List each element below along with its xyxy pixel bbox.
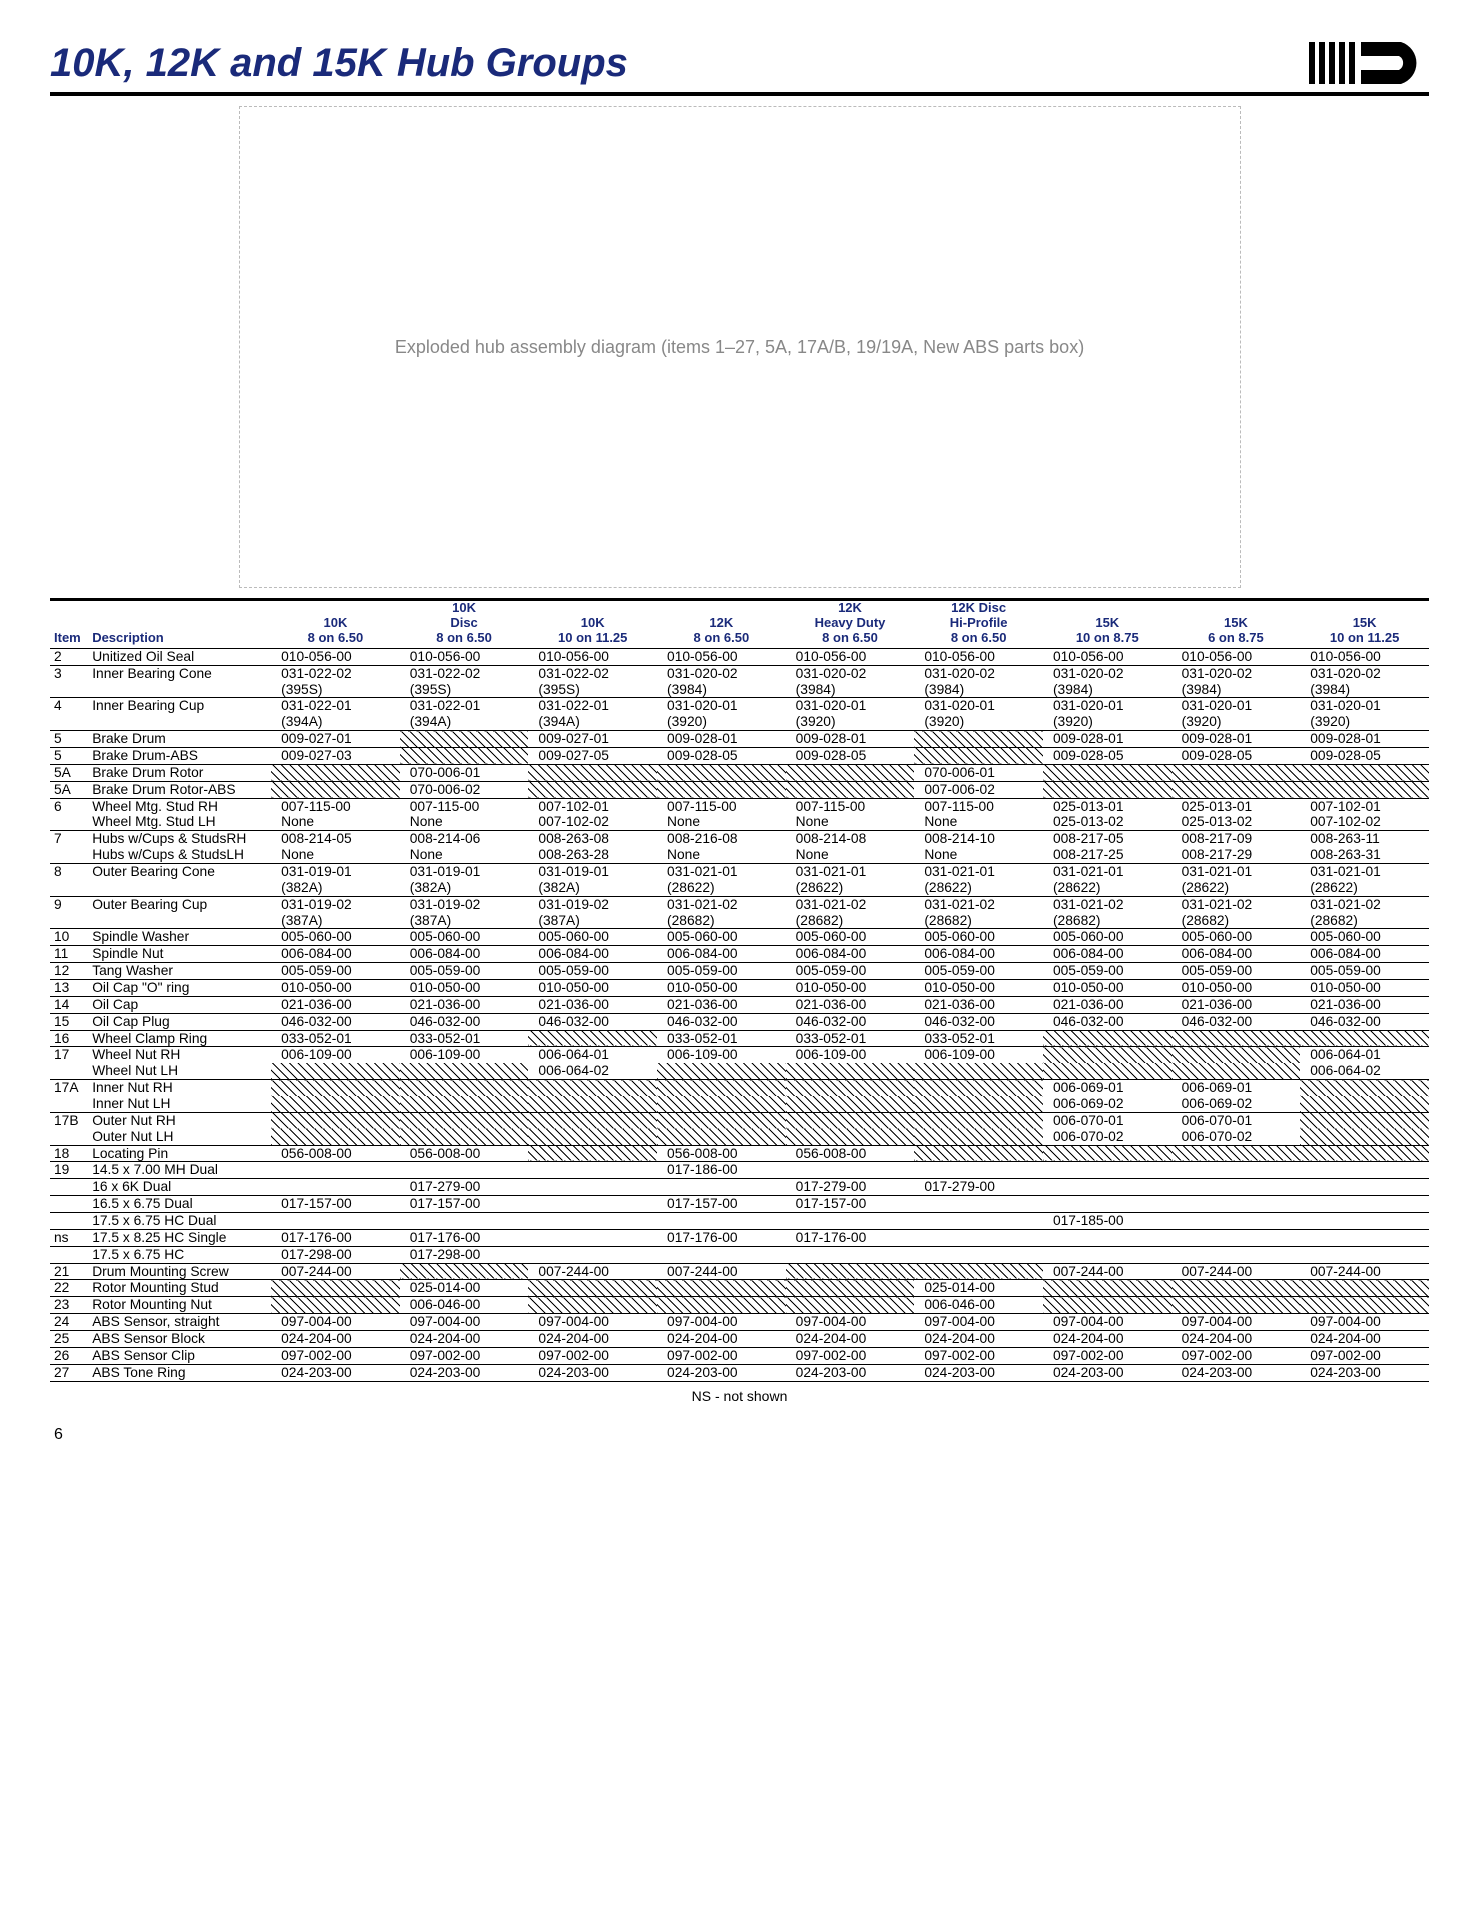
table-row: 26ABS Sensor Clip097-002-00097-002-00097… bbox=[50, 1347, 1429, 1364]
table-row: 17.5 x 6.75 HC017-298-00017-298-00 bbox=[50, 1246, 1429, 1263]
table-row: 7Hubs w/Cups & StudsRH008-214-05008-214-… bbox=[50, 831, 1429, 847]
table-body: 2Unitized Oil Seal010-056-00010-056-0001… bbox=[50, 648, 1429, 1381]
table-row: 4Inner Bearing Cup031-022-01031-022-0103… bbox=[50, 698, 1429, 714]
table-row: 2Unitized Oil Seal010-056-00010-056-0001… bbox=[50, 648, 1429, 665]
table-row: 17BOuter Nut RH006-070-01006-070-01 bbox=[50, 1112, 1429, 1128]
table-row: 17.5 x 6.75 HC Dual017-185-00 bbox=[50, 1213, 1429, 1230]
table-row: Wheel Nut LH006-064-02006-064-02 bbox=[50, 1063, 1429, 1079]
table-row: 5ABrake Drum Rotor070-006-01070-006-01 bbox=[50, 764, 1429, 781]
page-header: 10K, 12K and 15K Hub Groups bbox=[50, 40, 1429, 96]
table-row: 8Outer Bearing Cone031-019-01031-019-010… bbox=[50, 863, 1429, 879]
table-row: 1914.5 x 7.00 MH Dual017-186-00 bbox=[50, 1162, 1429, 1179]
diagram-placeholder: Exploded hub assembly diagram (items 1–2… bbox=[239, 106, 1241, 588]
table-row: 24ABS Sensor, straight097-004-00097-004-… bbox=[50, 1314, 1429, 1331]
table-row: 5Brake Drum009-027-01009-027-01009-028-0… bbox=[50, 731, 1429, 748]
table-row: 25ABS Sensor Block024-204-00024-204-0002… bbox=[50, 1331, 1429, 1348]
exploded-diagram: Exploded hub assembly diagram (items 1–2… bbox=[50, 106, 1429, 588]
parts-table: 10K12K12K Disc10KDisc10K12KHeavy DutyHi-… bbox=[50, 598, 1429, 1382]
table-row: 18Locating Pin056-008-00056-008-00056-00… bbox=[50, 1145, 1429, 1162]
table-row: 17Wheel Nut RH006-109-00006-109-00006-06… bbox=[50, 1047, 1429, 1063]
table-row: 22Rotor Mounting Stud025-014-00025-014-0… bbox=[50, 1280, 1429, 1297]
page-title: 10K, 12K and 15K Hub Groups bbox=[50, 41, 628, 86]
table-row: 13Oil Cap "O" ring010-050-00010-050-0001… bbox=[50, 980, 1429, 997]
page-number: 6 bbox=[54, 1426, 1429, 1444]
table-row: (382A)(382A)(382A)(28622)(28622)(28622)(… bbox=[50, 880, 1429, 896]
table-row: 14Oil Cap021-036-00021-036-00021-036-000… bbox=[50, 996, 1429, 1013]
table-row: 5Brake Drum-ABS009-027-03009-027-05009-0… bbox=[50, 747, 1429, 764]
table-row: (395S)(395S)(395S)(3984)(3984)(3984)(398… bbox=[50, 682, 1429, 698]
table-row: 17AInner Nut RH006-069-01006-069-01 bbox=[50, 1080, 1429, 1096]
table-row: ns17.5 x 8.25 HC Single017-176-00017-176… bbox=[50, 1229, 1429, 1246]
table-row: 10Spindle Washer005-060-00005-060-00005-… bbox=[50, 929, 1429, 946]
table-row: (387A)(387A)(387A)(28682)(28682)(28682)(… bbox=[50, 913, 1429, 929]
table-row: 12Tang Washer005-059-00005-059-00005-059… bbox=[50, 963, 1429, 980]
table-row: 3Inner Bearing Cone031-022-02031-022-020… bbox=[50, 665, 1429, 681]
table-header: 10K12K12K Disc10KDisc10K12KHeavy DutyHi-… bbox=[50, 600, 1429, 649]
table-row: 23Rotor Mounting Nut006-046-00006-046-00 bbox=[50, 1297, 1429, 1314]
table-row: 5ABrake Drum Rotor-ABS070-006-02007-006-… bbox=[50, 781, 1429, 798]
table-row: (394A)(394A)(394A)(3920)(3920)(3920)(392… bbox=[50, 714, 1429, 730]
footnote: NS - not shown bbox=[50, 1388, 1429, 1404]
table-row: Inner Nut LH006-069-02006-069-02 bbox=[50, 1096, 1429, 1112]
table-row: 21Drum Mounting Screw007-244-00007-244-0… bbox=[50, 1263, 1429, 1280]
table-row: Outer Nut LH006-070-02006-070-02 bbox=[50, 1129, 1429, 1145]
table-row: Wheel Mtg. Stud LHNoneNone007-102-02None… bbox=[50, 814, 1429, 830]
table-row: 16.5 x 6.75 Dual017-157-00017-157-00017-… bbox=[50, 1196, 1429, 1213]
table-row: 9Outer Bearing Cup031-019-02031-019-0203… bbox=[50, 896, 1429, 912]
table-row: 16 x 6K Dual017-279-00017-279-00017-279-… bbox=[50, 1179, 1429, 1196]
table-row: 16Wheel Clamp Ring033-052-01033-052-0103… bbox=[50, 1030, 1429, 1047]
table-row: Hubs w/Cups & StudsLHNoneNone008-263-28N… bbox=[50, 847, 1429, 863]
table-row: 6Wheel Mtg. Stud RH007-115-00007-115-000… bbox=[50, 798, 1429, 814]
table-row: 27ABS Tone Ring024-203-00024-203-00024-2… bbox=[50, 1364, 1429, 1381]
table-row: 11Spindle Nut006-084-00006-084-00006-084… bbox=[50, 946, 1429, 963]
table-row: 15Oil Cap Plug046-032-00046-032-00046-03… bbox=[50, 1013, 1429, 1030]
brand-logo bbox=[1309, 40, 1429, 86]
